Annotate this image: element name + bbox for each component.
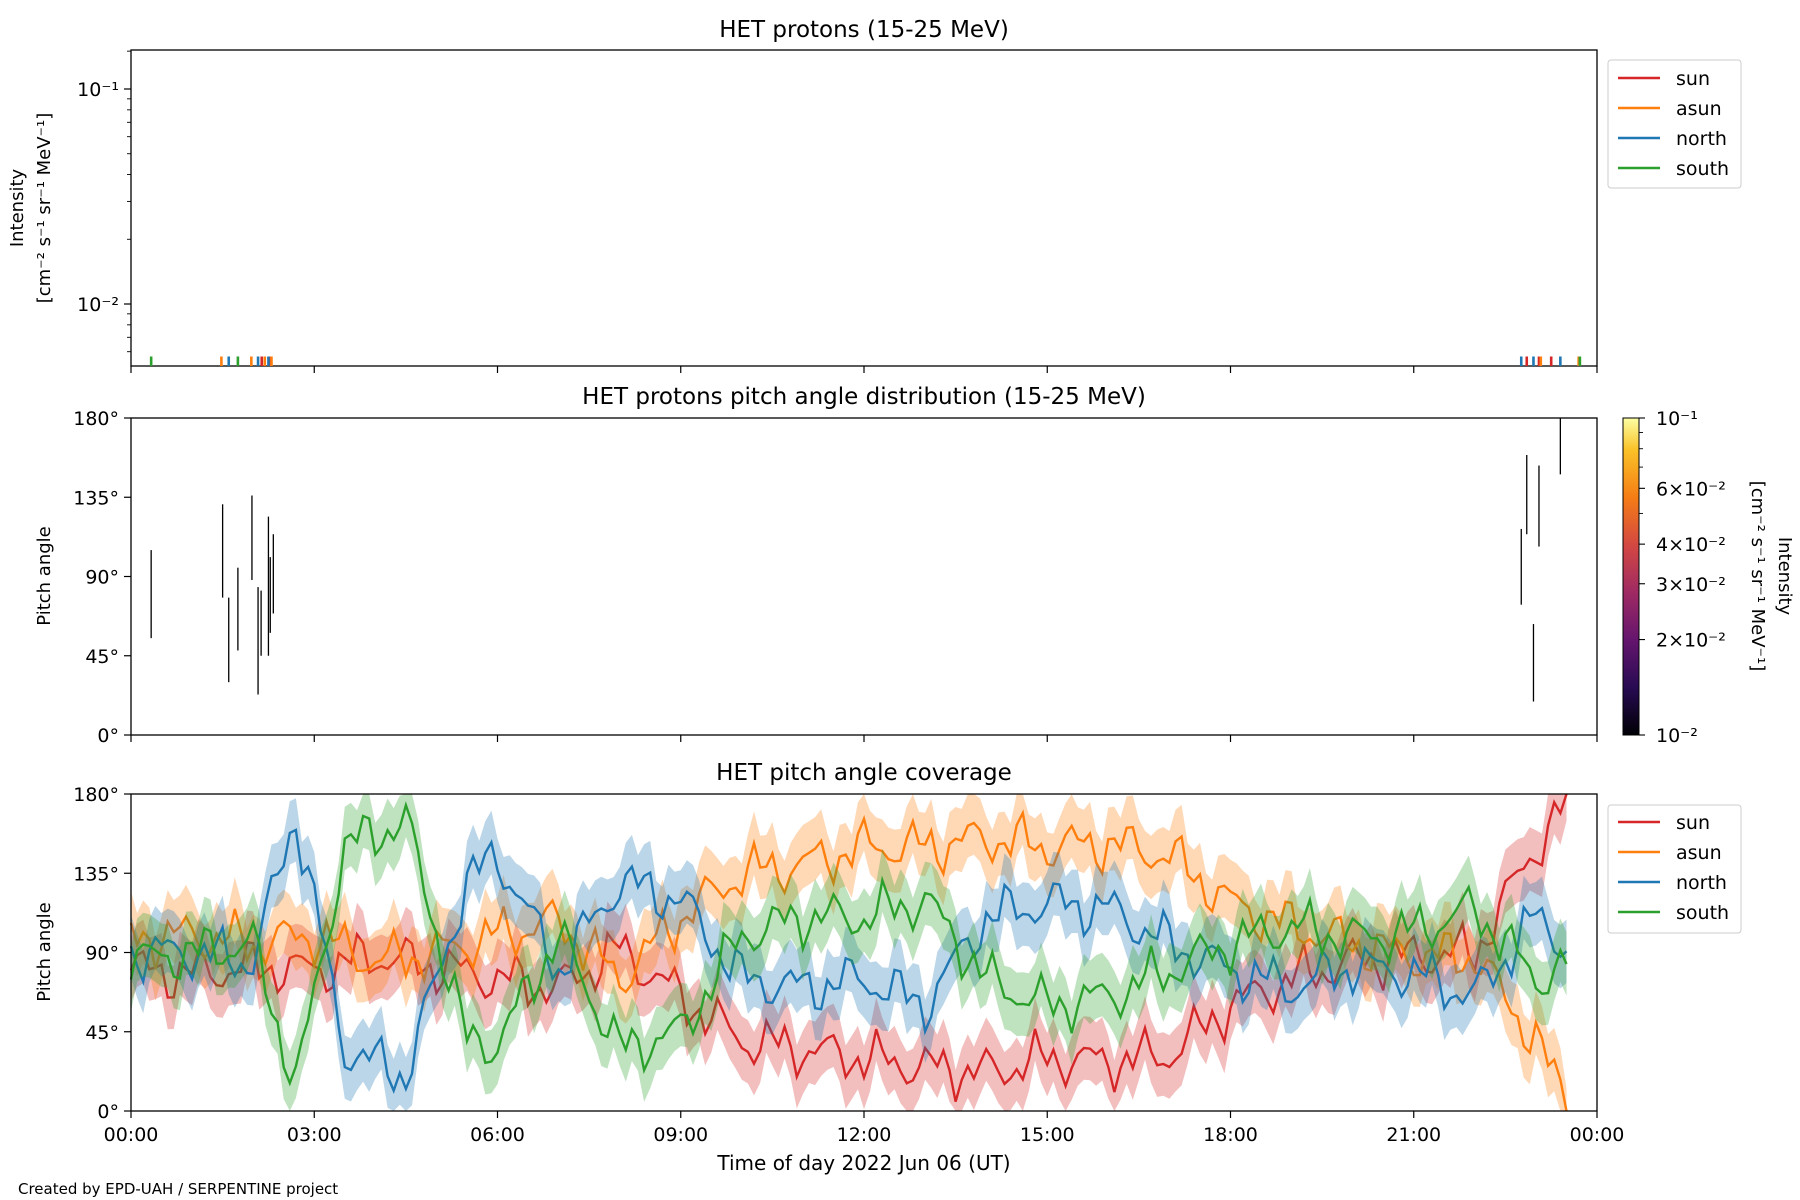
panel3-ytick-label: 135°: [73, 863, 119, 885]
xtick-label: 06:00: [470, 1124, 525, 1146]
panel3-title: HET pitch angle coverage: [716, 760, 1012, 786]
legend3-label-north: north: [1676, 872, 1727, 894]
xtick-label: 03:00: [287, 1124, 342, 1146]
xtick-label: 15:00: [1020, 1124, 1075, 1146]
panel1-ylabel-line2: [cm⁻² s⁻¹ sr⁻¹ MeV⁻¹]: [34, 113, 55, 304]
panel-coverage: HET pitch angle coverage 180° 135° 90° 45° 0…: [34, 760, 1742, 1123]
legend3-label-south: south: [1676, 902, 1729, 924]
footer-credit: Created by EPD-UAH / SERPENTINE project: [18, 1180, 338, 1198]
x-axis-ticks: 00:00 03:00 06:00 09:00 12:00 15:00 18:00 21:00…: [104, 366, 1625, 1146]
xtick-label: 00:00: [104, 1124, 159, 1146]
panel1-ytick-label: 10⁻¹: [77, 79, 119, 101]
coverage-line-north: [129, 828, 1568, 1094]
colorbar: [1622, 417, 1640, 736]
panel3-ytick-label: 90°: [85, 943, 119, 965]
panel2-plot-area: [150, 418, 1561, 702]
panel2-ytick-label: 180°: [73, 408, 119, 430]
x-axis-label: Time of day 2022 Jun 06 (UT): [716, 1151, 1010, 1175]
xtick-label: 00:00: [1570, 1124, 1625, 1146]
coverage-band-sun: [131, 794, 1567, 1111]
panel3-legend-box: [1607, 804, 1742, 934]
panel3-legend: sun asun north south: [1607, 804, 1742, 934]
panel1-y-ticks: 10⁻¹ 10⁻²: [77, 50, 131, 353]
panel-pad: HET protons pitch angle distribution (15…: [34, 384, 1795, 747]
panel2-ytick-label: 135°: [73, 487, 119, 509]
panel3-ylabel: Pitch angle: [34, 902, 55, 1001]
panel2-ytick-label: 45°: [85, 646, 119, 668]
coverage-band-north: [131, 798, 1567, 1111]
panel2-title: HET protons pitch angle distribution (15…: [582, 384, 1146, 410]
colorbar-tick-label: 4×10⁻²: [1656, 534, 1726, 556]
xtick-label: 12:00: [837, 1124, 892, 1146]
panel2-ytick-label: 0°: [97, 725, 119, 747]
panel3-plot-area: [129, 793, 1568, 1112]
coverage-line-sun: [129, 793, 1568, 1103]
legend1-label-north: north: [1676, 128, 1727, 150]
panel1-legend-box: [1607, 59, 1742, 189]
xtick-label: 21:00: [1386, 1124, 1441, 1146]
legend1-label-south: south: [1676, 158, 1729, 180]
panel3-ytick-label: 180°: [73, 784, 119, 806]
coverage-band-asun: [131, 794, 1567, 1111]
colorbar-tick-label: 10⁻¹: [1656, 408, 1698, 430]
panel3-ytick-label: 45°: [85, 1022, 119, 1044]
colorbar-tick-label: 2×10⁻²: [1656, 630, 1726, 652]
colorbar-tick-label: 3×10⁻²: [1656, 574, 1726, 596]
panel1-legend: sun asun north south: [1607, 59, 1742, 189]
colorbar-tick-label: 6×10⁻²: [1656, 478, 1726, 500]
panel1-ylabel-line1: Intensity: [7, 168, 28, 247]
colorbar-tick-label: 10⁻²: [1656, 725, 1698, 747]
legend3-label-sun: sun: [1676, 812, 1710, 834]
legend1-label-asun: asun: [1676, 98, 1722, 120]
panel1-title: HET protons (15-25 MeV): [719, 17, 1009, 43]
panel2-ytick-label: 90°: [85, 567, 119, 589]
panel1-plot-area: [149, 356, 1582, 366]
panel3-ytick-label: 0°: [97, 1101, 119, 1123]
colorbar-label-line2: [cm⁻² s⁻¹ sr⁻¹ MeV⁻¹]: [1747, 481, 1768, 672]
panel2-y-ticks: 180° 135° 90° 45° 0°: [73, 408, 131, 747]
panel1-ytick-label: 10⁻²: [77, 294, 119, 316]
xtick-label: 18:00: [1203, 1124, 1258, 1146]
panel3-y-ticks: 180° 135° 90° 45° 0°: [73, 784, 131, 1123]
legend1-label-sun: sun: [1676, 68, 1710, 90]
coverage-band-south: [131, 794, 1567, 1111]
colorbar-ticks: 10⁻¹ 6×10⁻² 4×10⁻² 3×10⁻² 2×10⁻² 10⁻²: [1639, 408, 1726, 747]
legend3-label-asun: asun: [1676, 842, 1722, 864]
panel2-ylabel: Pitch angle: [34, 526, 55, 625]
coverage-line-south: [129, 801, 1568, 1087]
panel1-axes: [130, 49, 1598, 367]
colorbar-label-line1: Intensity: [1774, 537, 1795, 616]
panel-intensity: HET protons (15-25 MeV) 10⁻¹ 10⁻² Intensi…: [7, 17, 1742, 367]
xtick-label: 09:00: [653, 1124, 708, 1146]
panel2-axes: [130, 417, 1598, 736]
